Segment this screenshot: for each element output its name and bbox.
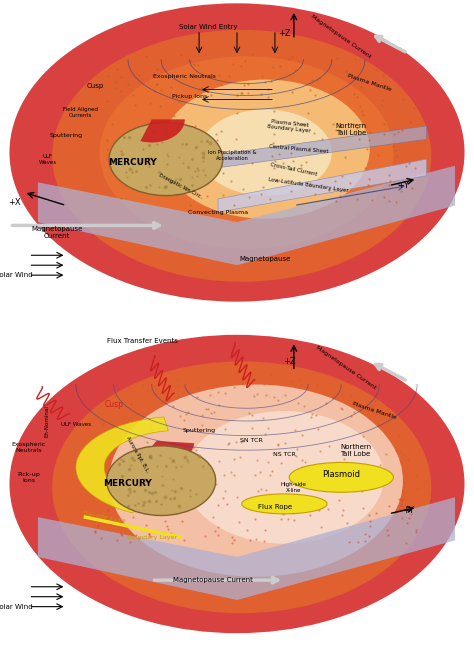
Text: SN TCR: SN TCR [240, 438, 263, 444]
Text: Solar Wind: Solar Wind [0, 272, 33, 278]
Text: Exospheric Neutrals: Exospheric Neutrals [154, 74, 216, 79]
Text: Sputtering: Sputtering [182, 428, 216, 434]
Text: Magnetopause Current: Magnetopause Current [173, 577, 253, 583]
Text: Convecting Plasma: Convecting Plasma [188, 210, 248, 215]
Text: Sputtering: Sputtering [50, 133, 83, 139]
Text: Boundary Layer: Boundary Layer [127, 534, 177, 540]
Ellipse shape [52, 361, 431, 613]
Text: Field Aligned
Currents: Field Aligned Currents [63, 107, 98, 118]
Ellipse shape [9, 3, 465, 302]
Text: Flux Transfer Events: Flux Transfer Events [107, 338, 178, 345]
Text: +Z: +Z [283, 357, 295, 366]
Text: +Y: +Y [397, 181, 409, 190]
Text: Solar Wind: Solar Wind [0, 603, 33, 610]
Text: MERCURY: MERCURY [109, 158, 157, 167]
Ellipse shape [109, 123, 223, 196]
Text: Cross-Tail Current: Cross-Tail Current [270, 162, 318, 176]
Text: Aurora Ppt. B.L.: Aurora Ppt. B.L. [125, 435, 150, 473]
Text: Magnetopause Current: Magnetopause Current [315, 345, 377, 391]
Text: Energetic Ion Circ.: Energetic Ion Circ. [158, 172, 202, 199]
Ellipse shape [242, 494, 327, 514]
Text: Solar Wind Entry: Solar Wind Entry [179, 23, 238, 30]
Ellipse shape [52, 30, 431, 282]
Wedge shape [137, 441, 194, 467]
Text: Magnetopause
Current: Magnetopause Current [31, 225, 82, 239]
Text: +X: +X [8, 198, 20, 207]
Text: Flux Rope: Flux Rope [258, 504, 292, 511]
Text: Plasma Mantle: Plasma Mantle [352, 402, 397, 420]
Ellipse shape [185, 411, 384, 544]
Ellipse shape [109, 385, 403, 577]
Polygon shape [209, 126, 427, 169]
Ellipse shape [100, 56, 393, 249]
Text: Northern
Tall Lobe: Northern Tall Lobe [340, 444, 371, 457]
Text: +Z: +Z [278, 29, 291, 38]
Text: Exospheric
Neutrals: Exospheric Neutrals [11, 442, 46, 453]
Text: MERCURY: MERCURY [104, 479, 152, 489]
Ellipse shape [9, 335, 465, 633]
Text: High-side
X-line: High-side X-line [281, 482, 307, 493]
Text: Plasmoid: Plasmoid [322, 469, 360, 479]
Text: ULF Waves: ULF Waves [61, 422, 91, 427]
Text: +Y: +Y [401, 506, 414, 515]
Ellipse shape [289, 463, 393, 492]
Ellipse shape [107, 446, 216, 516]
Wedge shape [140, 119, 185, 143]
Text: NS TCR: NS TCR [273, 452, 296, 457]
Text: Magnetopause: Magnetopause [240, 255, 291, 262]
Text: Eh-Nominal: Eh-Nominal [45, 405, 50, 437]
Polygon shape [38, 166, 455, 265]
Polygon shape [218, 159, 427, 212]
Text: Cusp: Cusp [86, 83, 103, 90]
Text: Plasma Mantle: Plasma Mantle [347, 74, 392, 92]
Ellipse shape [161, 80, 370, 219]
Polygon shape [38, 497, 455, 600]
Polygon shape [76, 417, 168, 513]
Text: Northern
Tail Lobe: Northern Tail Lobe [335, 123, 366, 136]
Text: Cusp: Cusp [104, 400, 123, 409]
Text: Magnetopause Current: Magnetopause Current [310, 14, 372, 59]
Text: ULF
Waves: ULF Waves [38, 154, 56, 164]
Text: Pickup Ions: Pickup Ions [172, 93, 207, 99]
Text: Pick-up
Ions: Pick-up Ions [17, 472, 40, 483]
Text: Ion Precipitation &
Acceleration: Ion Precipitation & Acceleration [208, 151, 256, 161]
Ellipse shape [199, 109, 332, 196]
Text: Low-Latitude Boundary Layer: Low-Latitude Boundary Layer [268, 178, 348, 194]
Text: Plasma Sheet
Boundary Layer: Plasma Sheet Boundary Layer [267, 118, 311, 134]
Text: Day-side X-Line: Day-side X-Line [83, 511, 126, 523]
Text: Central Plasma Sheet: Central Plasma Sheet [269, 144, 328, 154]
